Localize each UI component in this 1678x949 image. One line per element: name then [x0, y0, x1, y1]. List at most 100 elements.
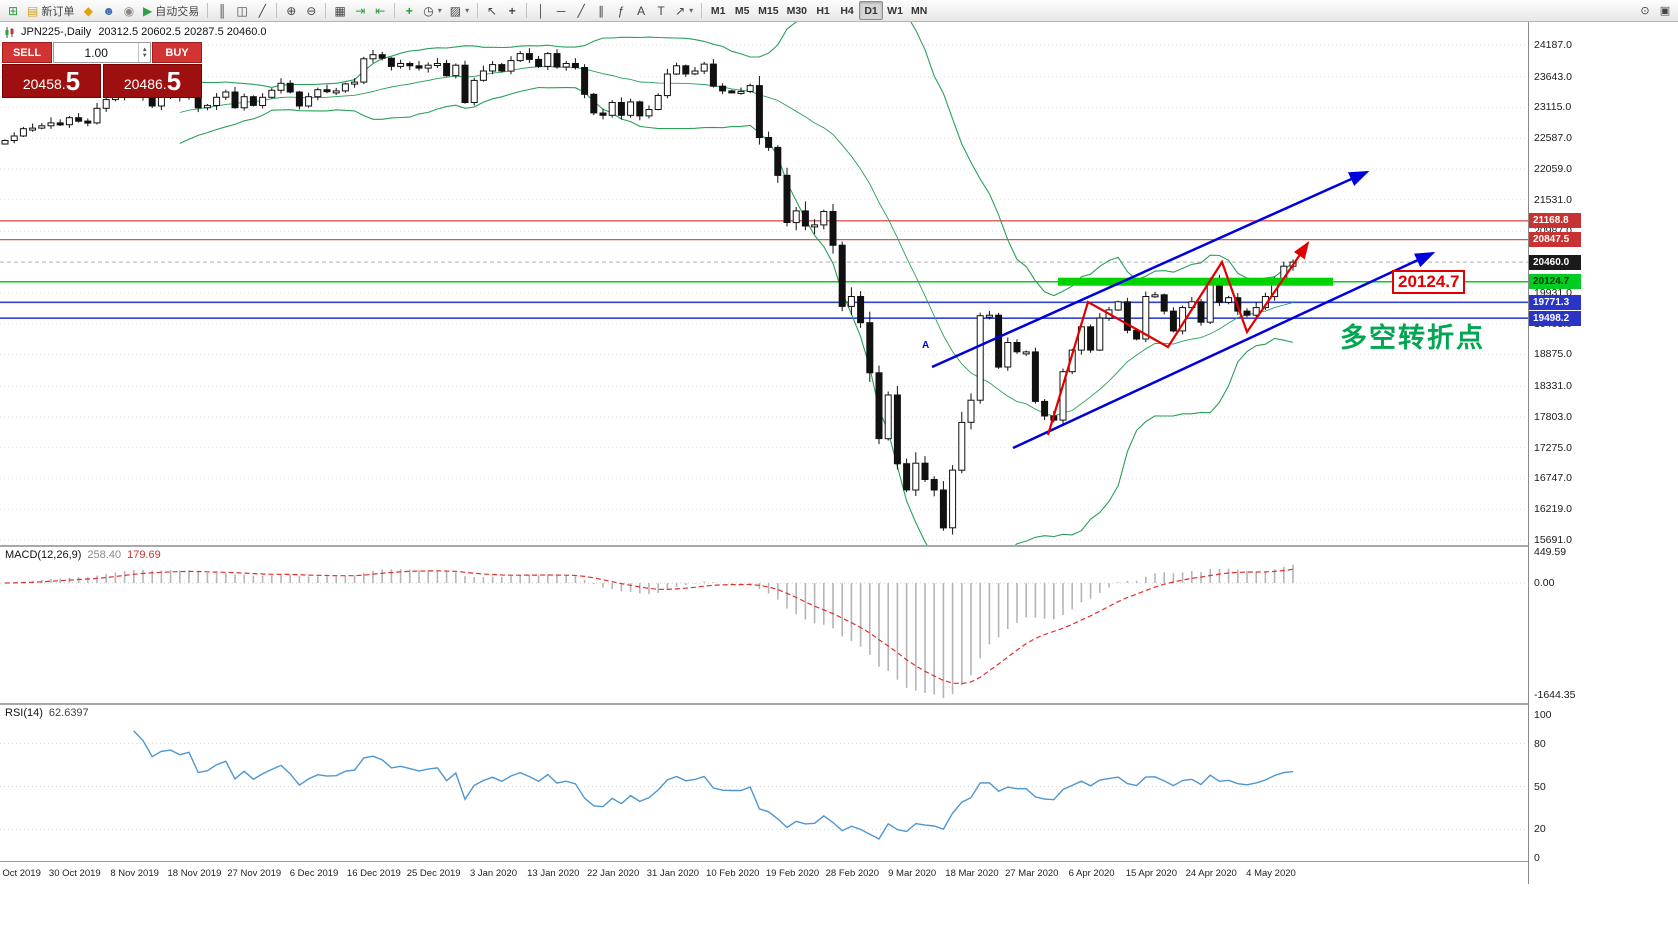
chart-bar-type-icon[interactable]: ║ [212, 1, 232, 20]
price-marker: 20847.5 [1529, 232, 1581, 248]
macd-panel[interactable] [0, 547, 1528, 703]
text-label-icon[interactable]: T [651, 1, 671, 20]
chart-shift-icon[interactable]: ⇤ [370, 1, 390, 20]
date-label: 31 Jan 2020 [646, 868, 700, 879]
timeframe-h4-button[interactable]: H4 [840, 4, 854, 17]
volume-stepper[interactable]: ▲ ▼ [138, 43, 150, 62]
price-chart-area[interactable]: JPN225-,Daily 20312.5 20602.5 20287.5 20… [0, 22, 1528, 545]
volume-up-icon[interactable]: ▲ [141, 46, 148, 53]
timeframe-d1-button[interactable]: D1 [859, 1, 884, 20]
tile-windows-icon[interactable]: ▦ [330, 1, 350, 20]
axis-label: 22059.0 [1534, 162, 1572, 175]
axis-label: 23115.0 [1534, 101, 1572, 114]
zoom-in-icon[interactable]: ⊕ [281, 1, 301, 20]
volume-down-icon[interactable]: ▼ [141, 52, 148, 59]
cursor-icon[interactable]: ↖ [482, 1, 502, 20]
main-toolbar: ⊞ ▤ 新订单 ◆ ☻ ◉ ▶ 自动交易 ║ ◫ ╱ ⊕ ⊖ ▦ ⇥ ⇤ + ◷ ▾ ▨ ▾ ↖ + │ ─ ╱ ∥ ƒ A T ↗ ▾ M1 M… [0, 0, 1678, 22]
mql5-market-icon[interactable]: ◆ [78, 1, 98, 20]
rsi-svg[interactable] [0, 705, 1528, 861]
timeframe-h1-button[interactable]: H1 [816, 4, 830, 17]
new-order-label: 新订单 [41, 5, 75, 18]
vertical-line-icon[interactable]: │ [531, 1, 551, 20]
axis-label: 17275.0 [1534, 441, 1572, 454]
mql5-market-icon: ◆ [83, 3, 93, 18]
templates-icon[interactable]: ▨ ▾ [446, 1, 473, 20]
indicators-icon: + [405, 3, 413, 18]
chart-candle-type-icon[interactable]: ◫ [232, 1, 252, 20]
timeframe-m15-button[interactable]: M15 [758, 4, 779, 17]
timeframe-m5-button[interactable]: M5 [734, 4, 750, 17]
date-label: 3 Jan 2020 [469, 868, 517, 879]
sell-button[interactable]: SELL [2, 42, 52, 63]
buy-price[interactable]: 20486. 5 [103, 64, 202, 98]
fibonacci-icon[interactable]: ƒ [611, 1, 631, 20]
horizontal-line-icon[interactable]: ─ [551, 1, 571, 20]
horizontal-line-icon: ─ [556, 3, 566, 18]
profile-icon[interactable]: ☻ [98, 1, 119, 20]
sell-price-big-digit: 5 [65, 66, 81, 96]
auto-trading-button[interactable]: ▶ 自动交易 [139, 1, 203, 20]
crosshair-icon[interactable]: + [502, 1, 522, 20]
auto-scroll-icon[interactable]: ⇥ [350, 1, 370, 20]
window-list-icon[interactable]: ▣ [1659, 5, 1671, 17]
profile-icon: ☻ [102, 3, 115, 18]
zigzag-annotation [1046, 241, 1310, 436]
buy-button[interactable]: BUY [152, 42, 202, 63]
date-label: 30 Oct 2019 [48, 868, 101, 879]
axis-label: 16219.0 [1534, 503, 1572, 516]
chart-candle-type-icon: ◫ [236, 3, 248, 18]
cursor-icon: ↖ [487, 3, 498, 18]
new-order-button[interactable]: ▤ 新订单 [23, 1, 78, 20]
chart-line-type-icon[interactable]: ╱ [252, 1, 272, 20]
vertical-line-icon: │ [537, 3, 545, 18]
axis-label: 16747.0 [1534, 472, 1572, 485]
price-chart-svg[interactable] [0, 22, 1528, 545]
date-label: 15 Apr 2020 [1125, 868, 1177, 879]
axis-label: 18331.0 [1534, 380, 1572, 393]
auto-trading-label: 自动交易 [155, 5, 200, 18]
rsi-panel[interactable] [0, 705, 1528, 861]
date-axis[interactable] [0, 862, 1528, 886]
community-icon[interactable]: ◉ [119, 1, 139, 20]
new-order-icon: ▤ [27, 3, 39, 18]
sell-price[interactable]: 20458. 5 [2, 64, 101, 98]
chart-bar-type-icon: ║ [217, 3, 227, 18]
turning-point-annotation: 多空转折点 [1340, 323, 1485, 353]
toolbar-separator [477, 3, 479, 18]
price-axis[interactable] [1528, 22, 1678, 884]
equidistant-channel-icon[interactable]: ∥ [591, 1, 611, 20]
axis-label: 15691.0 [1534, 534, 1572, 546]
new-chart-icon[interactable]: ⊞ [3, 1, 23, 20]
chart-symbol-period: JPN225-,Daily [21, 26, 92, 38]
timeframe-m30-button[interactable]: M30 [786, 4, 808, 17]
panel-separator[interactable] [0, 545, 1678, 547]
macd-value: 258.40 [87, 549, 122, 561]
panel-separator[interactable] [0, 703, 1678, 705]
macd-label: MACD(12,26,9) 258.40 179.69 [5, 549, 161, 561]
rsi-value: 62.6397 [48, 707, 89, 719]
zoom-out-icon[interactable]: ⊖ [301, 1, 321, 20]
timeframe-w1-button[interactable]: W1 [887, 4, 903, 17]
axis-label: 21531.0 [1534, 193, 1572, 206]
timeframe-mn-button[interactable]: MN [911, 4, 928, 17]
indicators-icon[interactable]: + [399, 1, 419, 20]
trendline-icon[interactable]: ╱ [571, 1, 591, 20]
date-label: 18 Nov 2019 [167, 868, 222, 879]
macd-svg[interactable] [0, 547, 1528, 703]
date-label: 28 Feb 2020 [825, 868, 880, 879]
volume-input[interactable] [54, 43, 139, 62]
arrow-tool-icon[interactable]: ↗ ▾ [671, 1, 697, 20]
search-icon[interactable]: ⊙ [1640, 5, 1650, 17]
periods-icon[interactable]: ◷ ▾ [419, 1, 446, 20]
rsi-name: RSI(14) [5, 707, 43, 719]
chart-line-type-icon: ╱ [258, 3, 266, 18]
sell-price-main: 20458. [22, 76, 66, 92]
periods-caret-icon: ▾ [437, 6, 442, 15]
toolbar-separator [325, 3, 327, 18]
price-marker: 19498.2 [1529, 310, 1581, 326]
text-icon[interactable]: A [631, 1, 651, 20]
volume-field-wrap: ▲▼ [53, 42, 151, 63]
date-label: 22 Jan 2020 [586, 868, 640, 879]
timeframe-m1-button[interactable]: M1 [710, 4, 726, 17]
axis-label: 20 [1534, 823, 1546, 836]
